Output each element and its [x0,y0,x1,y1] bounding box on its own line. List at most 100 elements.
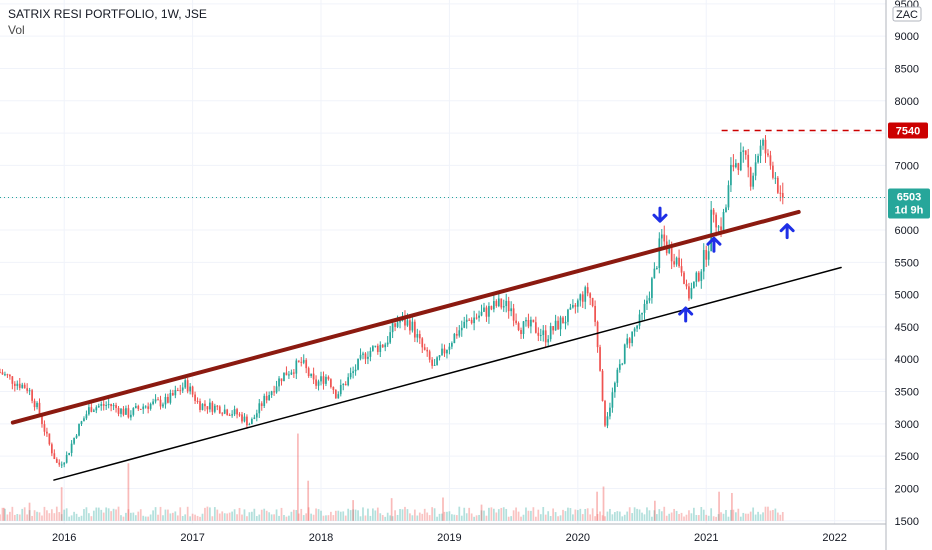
volume-bars [0,433,784,521]
volume-bar [68,516,71,521]
volume-bar [374,510,377,521]
volume-bar [399,509,401,521]
volume-bar [702,509,705,521]
y-tick-label: 2000 [895,483,919,495]
candle-body [399,320,401,323]
volume-bar [179,507,182,521]
candle-body [171,393,174,396]
volume-bar [601,515,604,521]
volume-bar [510,516,513,521]
candle-body [186,380,189,392]
volume-bar [646,507,648,521]
volume-bar [539,514,542,521]
candle-body [611,392,614,408]
volume-bar [762,512,764,521]
candle-body [179,390,182,392]
candle-body [107,404,110,406]
candle-body [1,372,4,375]
volume-bar [238,507,241,521]
volume-bar [337,510,340,521]
volume-bar [9,511,11,521]
volume-bar [396,514,399,521]
volume-bar [470,513,473,521]
volume-bar [236,514,238,521]
candle-body [332,386,335,391]
candle-body [737,163,740,171]
x-tick-label: 2020 [566,532,590,544]
candle-body [320,376,322,382]
volume-bar [589,514,592,521]
volume-bar [680,512,683,521]
candle-body [712,209,715,215]
volume-bar [500,507,503,521]
candle-body [374,345,377,347]
volume-bar [697,515,700,521]
candle-body [502,306,505,308]
volume-spike [731,492,733,521]
volume-bar [576,510,579,521]
candle-body [139,408,142,410]
candle-body [391,323,394,333]
candle-body [278,378,280,387]
volume-bar [270,514,273,521]
volume-bar [409,513,411,521]
candle-body [512,308,515,321]
volume-bar [421,513,424,521]
candle-body [386,342,389,345]
volume-bar [554,512,557,521]
volume-bar [127,509,130,521]
volume-bar [411,515,414,521]
volume-bar [218,513,221,521]
candle-body [233,409,236,415]
candle-body [621,363,624,365]
volume-bar [436,516,438,521]
volume-bar [53,513,56,521]
candle-body [488,306,490,317]
volume-bar [675,510,678,521]
candle-body [372,346,374,351]
candle-body [702,250,705,272]
candle-body [238,414,241,416]
candle-body [532,319,535,323]
volume-bar [749,511,752,521]
volume-bar [132,512,135,521]
volume-spike [602,486,605,521]
candle-body [648,297,651,301]
volume-bar [6,514,9,521]
y-tick-label: 7000 [895,160,919,172]
candle-body [144,406,147,408]
volume-bar [720,512,722,521]
candle-body [379,344,382,352]
candle-body [522,321,525,335]
candle-body [534,322,537,333]
candle-body [11,376,14,384]
candle-body [199,401,201,410]
volume-bar [376,507,379,521]
candle-body [169,393,172,403]
candle-body [426,349,429,352]
channel-upper-line [10,209,801,425]
volume-bar [290,511,293,521]
y-tick-label: 5500 [895,257,919,269]
candle-body [675,257,678,265]
volume-bar [739,516,742,521]
volume-bar [747,513,750,521]
volume-bar [201,513,204,521]
candle-body [263,395,266,406]
candle-body [285,372,288,376]
volume-bar [394,510,396,521]
volume-spike [2,507,5,521]
candle-body [739,151,742,171]
grid [0,0,886,524]
candle-body [102,404,105,406]
volume-bar [754,514,757,521]
volume-bar [11,506,14,521]
candle-body [693,281,695,289]
symbol-title[interactable]: SATRIX RESI PORTFOLIO, 1W, JSE [8,7,207,21]
volume-bar [297,513,300,521]
candle-body [132,408,135,415]
volume-bar [391,516,394,521]
candle-body [717,226,720,228]
candle-body [483,307,485,312]
